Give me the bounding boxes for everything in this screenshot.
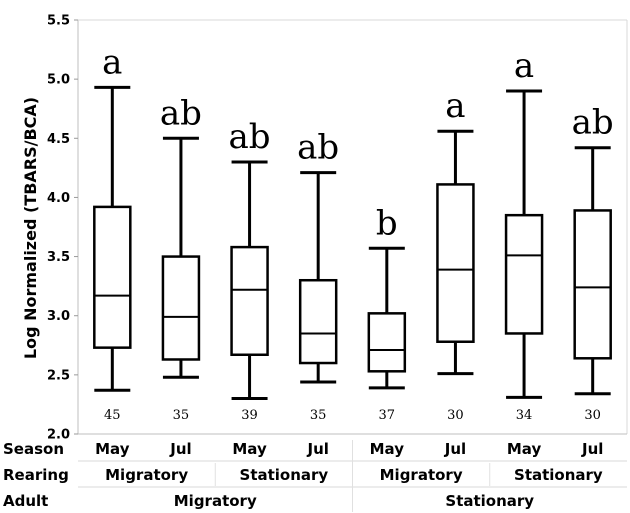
season-label: May (95, 440, 130, 458)
sample-size: 45 (104, 408, 121, 423)
sample-size: 35 (310, 408, 327, 423)
season-label: Jul (444, 440, 466, 458)
box-group: ab 35 (297, 128, 339, 423)
y-tick-label: 4.5 (47, 132, 70, 147)
sample-size: 30 (447, 408, 464, 423)
row-header: Rearing (3, 466, 69, 484)
category-table: Season Rearing Adult May Jul May Jul May Jul May J… (3, 440, 627, 512)
y-axis-label: Log Normalized (TBARS/BCA) (21, 97, 40, 359)
rearing-label: Migratory (105, 466, 188, 484)
significance-letter: b (376, 203, 398, 243)
iqr-box (573, 209, 612, 360)
significance-letter: a (102, 42, 122, 82)
y-tick-label: 4.0 (47, 191, 70, 206)
iqr-box (230, 245, 269, 356)
box-group: a 45 (93, 42, 132, 423)
box-group: a 30 (436, 86, 475, 423)
sample-size: 35 (173, 408, 190, 423)
box-group: ab 39 (229, 117, 271, 423)
box-series: a 45 ab 35 ab 39 ab 35 b 37 a 30 a 34 ab 30 (93, 42, 614, 423)
season-label: May (507, 440, 542, 458)
y-tick-label: 5.5 (47, 14, 70, 29)
box-group: a 34 (504, 46, 544, 423)
box-group: ab 35 (160, 93, 202, 423)
rearing-label: Migratory (380, 466, 463, 484)
season-label: Jul (581, 440, 603, 458)
iqr-box (93, 205, 132, 349)
y-tick-label: 2.0 (47, 428, 70, 443)
adult-label: Stationary (445, 492, 534, 510)
y-tick-label: 5.0 (47, 73, 70, 88)
significance-letter: ab (160, 93, 202, 133)
significance-letter: ab (572, 103, 614, 143)
rearing-label: Stationary (240, 466, 329, 484)
sample-size: 30 (584, 408, 601, 423)
season-label: Jul (306, 440, 328, 458)
y-axis: 2.0 2.5 3.0 3.5 4.0 4.5 5.0 5.5 (47, 14, 628, 443)
rearing-label: Stationary (514, 466, 603, 484)
significance-letter: ab (229, 117, 271, 157)
iqr-box (367, 312, 407, 373)
iqr-box (504, 213, 544, 335)
sample-size: 39 (241, 408, 258, 423)
y-tick-label: 3.5 (47, 250, 70, 265)
sample-size: 34 (516, 408, 533, 423)
season-label: Jul (169, 440, 191, 458)
significance-letter: ab (297, 128, 339, 168)
sample-size: 37 (379, 408, 396, 423)
season-label: May (370, 440, 405, 458)
y-tick-label: 3.0 (47, 309, 70, 324)
row-header: Season (3, 440, 64, 458)
significance-letter: a (514, 46, 534, 86)
season-label: May (232, 440, 267, 458)
iqr-box (436, 183, 475, 343)
adult-label: Migratory (174, 492, 257, 510)
box-group: ab 30 (572, 103, 614, 423)
box-group: b 37 (367, 203, 407, 423)
y-tick-label: 2.5 (47, 368, 70, 383)
iqr-box (298, 278, 338, 365)
iqr-box (161, 255, 201, 361)
row-header: Adult (3, 492, 48, 510)
significance-letter: a (445, 86, 465, 126)
